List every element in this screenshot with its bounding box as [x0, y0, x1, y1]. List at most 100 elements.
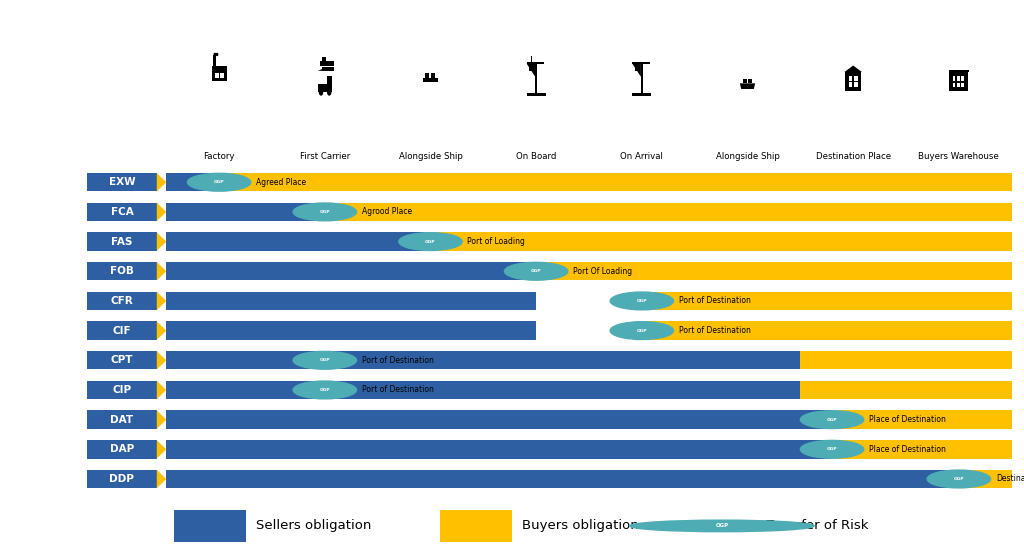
Bar	[325, 203, 1012, 221]
Polygon shape	[157, 470, 166, 488]
Bar	[529, 66, 534, 71]
Bar	[166, 203, 325, 221]
Text: Port of Loading: Port of Loading	[468, 237, 525, 246]
Text: Alongside Ship: Alongside Ship	[398, 152, 463, 161]
Bar	[166, 321, 537, 340]
Bar	[633, 93, 651, 95]
Bar	[440, 510, 512, 542]
Bar	[537, 262, 1012, 281]
Text: FOB: FOB	[110, 266, 134, 276]
Bar	[952, 76, 955, 80]
Text: Factory: Factory	[204, 152, 234, 161]
Bar	[87, 203, 157, 221]
Text: On Board: On Board	[516, 152, 556, 161]
Bar	[166, 351, 801, 369]
Bar	[749, 79, 752, 83]
Bar	[949, 72, 969, 91]
Bar	[87, 411, 157, 429]
Polygon shape	[317, 69, 323, 71]
Text: OGP: OGP	[319, 210, 330, 214]
Bar	[87, 351, 157, 369]
Bar	[849, 76, 852, 80]
Text: CPT: CPT	[111, 355, 133, 365]
Bar	[801, 351, 1012, 369]
Bar	[213, 55, 216, 66]
Bar	[174, 510, 246, 542]
Text: Buyers Warehouse: Buyers Warehouse	[919, 152, 999, 161]
Text: EXW: EXW	[109, 177, 135, 187]
Polygon shape	[157, 203, 166, 221]
Bar	[833, 440, 1012, 459]
Bar	[87, 232, 157, 251]
Polygon shape	[157, 411, 166, 429]
Bar	[845, 72, 861, 91]
Text: OGP: OGP	[953, 477, 965, 481]
Text: Destination Place: Destination Place	[816, 152, 891, 161]
Circle shape	[187, 174, 251, 191]
Circle shape	[398, 233, 462, 251]
Circle shape	[293, 381, 356, 399]
Bar	[833, 411, 1012, 429]
Polygon shape	[740, 83, 755, 89]
Polygon shape	[157, 262, 166, 281]
Bar	[87, 321, 157, 340]
Bar	[430, 232, 1012, 251]
Circle shape	[630, 520, 814, 532]
Bar	[87, 381, 157, 399]
Bar	[166, 411, 833, 429]
Bar	[962, 76, 965, 80]
Text: FAS: FAS	[112, 237, 132, 247]
Polygon shape	[633, 62, 641, 77]
Circle shape	[801, 440, 864, 458]
Polygon shape	[326, 67, 333, 71]
Bar	[166, 232, 430, 251]
Bar	[957, 76, 959, 80]
Circle shape	[293, 203, 356, 221]
Bar	[952, 83, 955, 87]
Bar	[87, 262, 157, 281]
Text: FCA: FCA	[111, 207, 133, 217]
Bar	[957, 83, 959, 87]
Bar	[854, 76, 858, 80]
Text: Sellers obligation: Sellers obligation	[256, 519, 372, 532]
Circle shape	[801, 411, 864, 429]
Polygon shape	[157, 321, 166, 340]
Text: OGP: OGP	[530, 270, 542, 273]
Bar	[319, 61, 334, 66]
Polygon shape	[157, 351, 166, 369]
Circle shape	[327, 89, 332, 95]
Bar	[536, 62, 538, 95]
Bar	[87, 440, 157, 459]
Polygon shape	[157, 381, 166, 399]
Text: CIP: CIP	[113, 385, 131, 395]
Text: OGP: OGP	[319, 358, 330, 362]
Text: CFR: CFR	[111, 296, 133, 306]
Text: Port of Destination: Port of Destination	[361, 386, 434, 395]
Polygon shape	[845, 65, 862, 72]
Polygon shape	[157, 173, 166, 191]
Text: Buyers obligation: Buyers obligation	[522, 519, 639, 532]
Bar	[219, 173, 1012, 191]
Bar	[166, 440, 833, 459]
Bar	[317, 84, 332, 93]
Text: OGP: OGP	[319, 388, 330, 392]
Text: OGP: OGP	[637, 299, 647, 303]
Circle shape	[214, 53, 216, 56]
Bar	[958, 470, 1012, 488]
Bar	[87, 470, 157, 488]
Circle shape	[505, 262, 568, 280]
Bar	[322, 57, 326, 61]
Polygon shape	[157, 440, 166, 459]
Circle shape	[293, 352, 356, 369]
Text: Place of Destination: Place of Destination	[869, 445, 946, 454]
Bar	[431, 73, 435, 78]
Text: OGP: OGP	[637, 329, 647, 333]
Circle shape	[215, 53, 217, 56]
Bar	[849, 83, 852, 87]
Bar	[166, 381, 801, 399]
Text: Port of Destination: Port of Destination	[679, 326, 751, 335]
Circle shape	[610, 292, 674, 310]
Polygon shape	[157, 292, 166, 310]
Circle shape	[216, 53, 218, 56]
Bar	[166, 292, 537, 310]
